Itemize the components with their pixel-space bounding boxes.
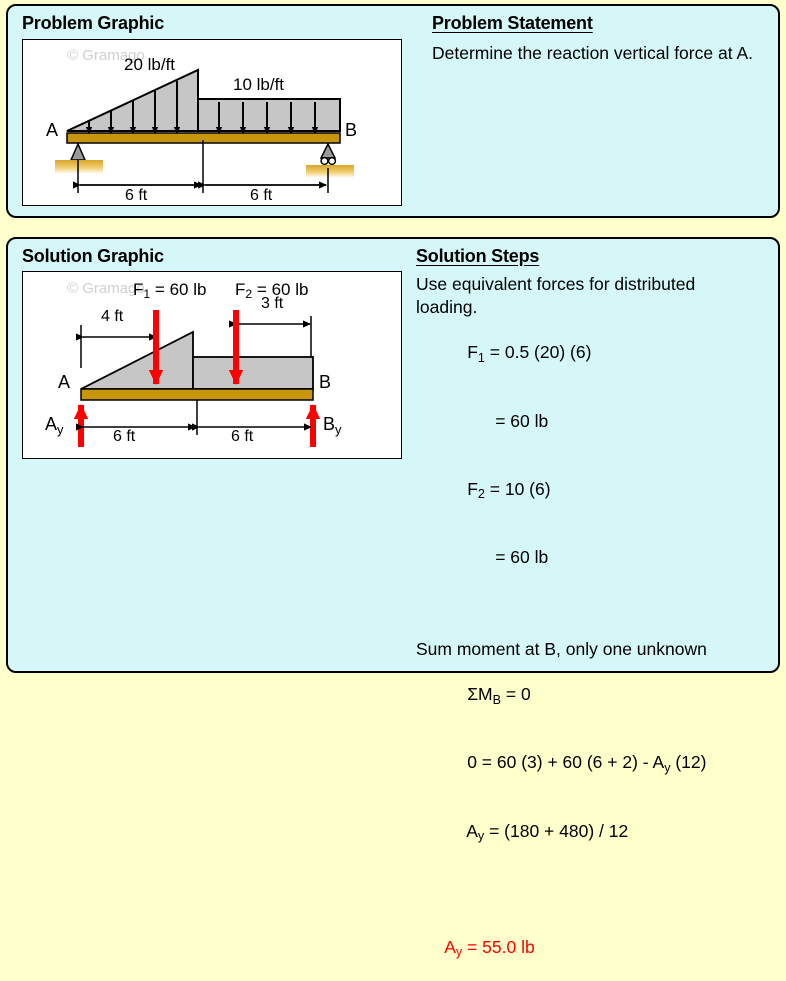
problem-figure: © Gramago — [22, 39, 402, 206]
f1-result: = 60 lb — [495, 410, 549, 431]
reaction-by-subscript: y — [335, 421, 342, 437]
fbd-point-label-b: B — [319, 372, 332, 392]
step-line: loading. — [416, 296, 478, 317]
f1-expression-rest: = 0.5 (20) (6) — [484, 342, 592, 363]
dimension-3ft: 3 ft — [261, 295, 284, 312]
force-2-subscript: 2 — [245, 287, 253, 302]
force-1-subscript: 1 — [143, 287, 151, 302]
moment-equation-part1: 0 = 60 (3) + 60 (6 + 2) - A — [467, 752, 665, 773]
dimension-right-6ft: 6 ft — [250, 187, 273, 204]
ay-solve-symbol: A — [466, 820, 478, 841]
step-line: F2 = 10 (6) — [416, 455, 768, 523]
fbd-dimension-left-6ft: 6 ft — [113, 428, 136, 445]
watermark-problem: © Gramago — [67, 47, 145, 64]
moment-equation-sub: y — [664, 760, 671, 775]
step-spacer-2 — [416, 865, 768, 913]
ay-solve-sub: y — [477, 829, 485, 844]
moment-sum-rest: = 0 — [501, 684, 531, 704]
step-line: = 60 lb — [416, 523, 768, 591]
load-label-triangular: 20 lb/ft — [124, 55, 176, 74]
f1-expression-symbol: F — [467, 342, 478, 363]
step-line: F1 = 0.5 (20) (6) — [416, 319, 768, 387]
solution-steps-list: Use equivalent forces for distributed lo… — [416, 273, 768, 981]
f2-expression-rest: = 10 (6) — [484, 478, 551, 499]
solution-fbd-diagram — [73, 310, 321, 447]
answer-equals: = — [462, 936, 483, 957]
step-line: 0 = 60 (3) + 60 (6 + 2) - Ay (12) — [416, 729, 768, 797]
solution-graphic-heading: Solution Graphic — [22, 246, 164, 266]
step-line: Ay = (180 + 480) / 12 — [416, 797, 768, 865]
fbd-dimension-right-6ft: 6 ft — [231, 428, 254, 445]
dimension-left-6ft: 6 ft — [125, 187, 148, 204]
f2-result: = 60 lb — [495, 547, 549, 567]
moment-equation-part2: (12) — [670, 752, 707, 773]
answer-symbol: A — [444, 936, 456, 957]
problem-statement-text: Determine the reaction vertical force at… — [432, 43, 753, 63]
reaction-label-ay: Ay — [45, 414, 64, 437]
point-label-b: B — [345, 120, 358, 140]
force-2-label: F2 = 60 lb — [235, 280, 309, 302]
answer-sub: y — [455, 945, 463, 960]
force-1-label: F1 = 60 lb — [133, 280, 207, 302]
moment-sum-sub: B — [492, 692, 501, 707]
step-line: Use equivalent forces for distributed — [416, 274, 696, 294]
f2-expression-sub: 2 — [477, 487, 485, 502]
force-1-value: = 60 lb — [150, 280, 207, 299]
f2-expression-symbol: F — [467, 478, 478, 499]
f1-expression-sub: 1 — [477, 350, 485, 365]
reaction-by-symbol: B — [323, 414, 336, 434]
reaction-label-by: By — [323, 414, 342, 437]
step-spacer — [416, 592, 768, 638]
final-answer: Ay = 55.0 lb — [416, 913, 768, 981]
solution-figure: © Gramago — [22, 271, 402, 459]
problem-statement-heading: Problem Statement — [432, 13, 593, 33]
force-1-symbol: F — [133, 280, 144, 299]
force-2-value: = 60 lb — [252, 280, 309, 299]
step-line: Sum moment at B, only one unknown — [416, 638, 707, 659]
step-line: ΣMB = 0 — [416, 660, 768, 728]
reaction-ay-subscript: y — [57, 421, 64, 437]
point-label-a: A — [46, 120, 59, 140]
ay-solve-rest: = (180 + 480) / 12 — [484, 820, 629, 841]
problem-panel: Problem Graphic Problem Statement Determ… — [6, 4, 780, 218]
solution-steps-heading: Solution Steps — [416, 246, 540, 266]
force-2-symbol: F — [235, 280, 246, 299]
step-line: = 60 lb — [416, 387, 768, 455]
watermark-solution: © Gramago — [67, 280, 145, 297]
problem-beam-diagram — [55, 68, 354, 193]
load-label-uniform: 10 lb/ft — [233, 75, 285, 94]
answer-value: 55.0 lb — [482, 936, 535, 957]
solution-panel: Solution Graphic Solution Steps © Gramag… — [6, 237, 780, 959]
dimension-4ft: 4 ft — [101, 308, 124, 325]
moment-sum-symbol: ΣM — [467, 684, 493, 704]
problem-graphic-heading: Problem Graphic — [22, 13, 165, 33]
fbd-point-label-a: A — [58, 372, 71, 392]
reaction-ay-symbol: A — [45, 414, 58, 434]
